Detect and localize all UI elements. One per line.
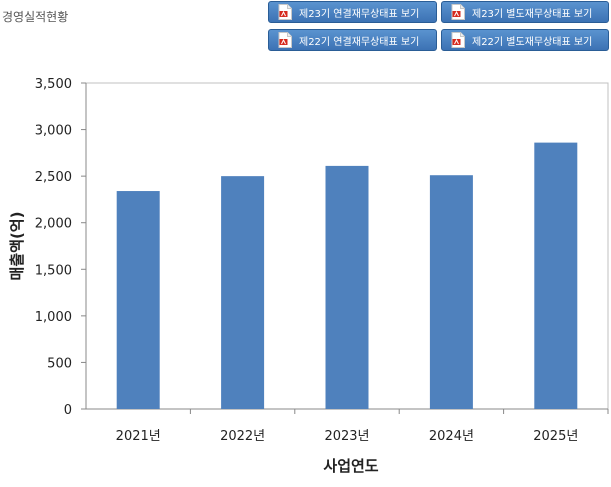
y-axis-title: 매출액(억) [8,212,26,281]
y-tick-label: 2,000 [35,217,72,232]
view-22-separate-balance-button[interactable]: 제22기 별도재무상태표 보기 [441,29,609,51]
button-label: 제23기 별도재무상태표 보기 [472,8,593,20]
y-tick-label: 500 [47,356,72,371]
pdf-icon [451,4,465,20]
button-label: 제22기 별도재무상태표 보기 [472,36,593,48]
bar [534,142,578,409]
pdf-icon [451,32,465,48]
button-label: 제23기 연결재무상태표 보기 [299,8,420,20]
pdf-icon [278,32,292,48]
y-tick-label: 2,500 [35,170,72,185]
x-tick-label: 2024년 [429,429,474,444]
button-label: 제22기 연결재무상태표 보기 [299,36,420,48]
y-tick-label: 3,000 [35,124,72,139]
x-axis-title: 사업연도 [323,457,378,475]
bar [116,191,160,409]
y-tick-label: 3,500 [35,77,72,92]
y-tick-label: 1,500 [35,263,72,278]
view-23-separate-balance-button[interactable]: 제23기 별도재무상태표 보기 [441,1,609,23]
bar [325,165,369,409]
x-tick-label: 2025년 [533,429,578,444]
pdf-icon [278,4,292,20]
view-23-consolidated-balance-button[interactable]: 제23기 연결재무상태표 보기 [268,1,437,23]
view-22-consolidated-balance-button[interactable]: 제22기 연결재무상태표 보기 [268,29,437,51]
y-tick-label: 0 [64,403,72,418]
x-tick-label: 2022년 [220,429,265,444]
bar [221,176,265,409]
y-tick-label: 1,000 [35,310,72,325]
page-title: 경영실적현황 [2,10,69,24]
x-tick-label: 2023년 [324,429,369,444]
bar [429,175,473,409]
x-tick-label: 2021년 [116,429,161,444]
